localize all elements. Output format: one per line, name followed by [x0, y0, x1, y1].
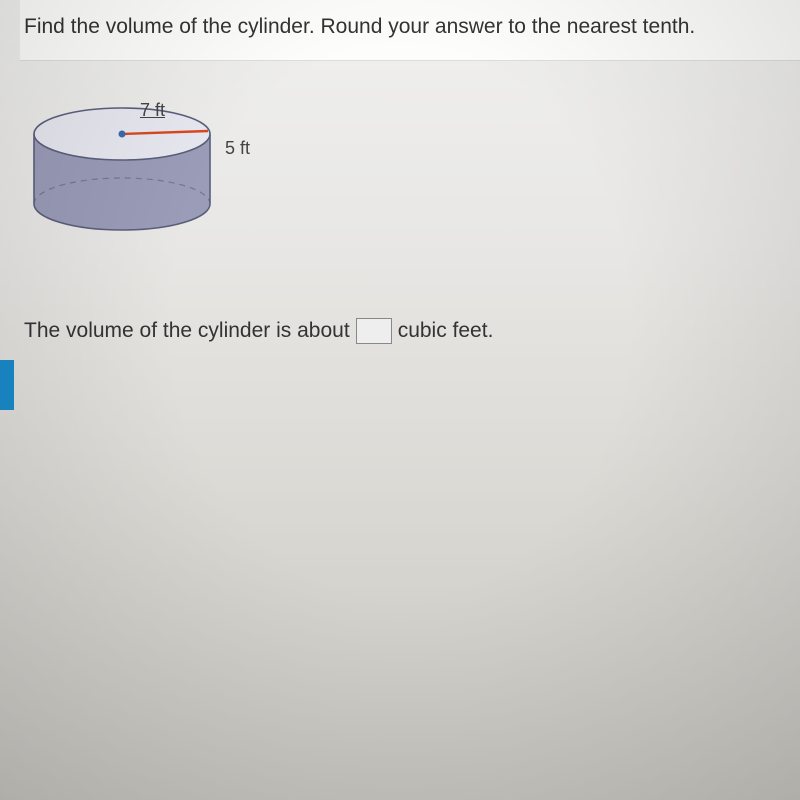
height-label: 5 ft: [225, 138, 250, 159]
answer-suffix: cubic feet.: [398, 319, 494, 343]
question-text: Find the volume of the cylinder. Round y…: [24, 15, 695, 39]
cylinder-svg: [22, 100, 242, 250]
answer-prefix: The volume of the cylinder is about: [24, 319, 350, 343]
answer-sentence: The volume of the cylinder is about cubi…: [24, 318, 493, 344]
cylinder-figure: [22, 100, 282, 250]
side-tab: [0, 360, 14, 410]
answer-blank[interactable]: [356, 318, 392, 344]
radius-label: 7 ft: [140, 100, 165, 121]
center-dot: [119, 131, 126, 138]
